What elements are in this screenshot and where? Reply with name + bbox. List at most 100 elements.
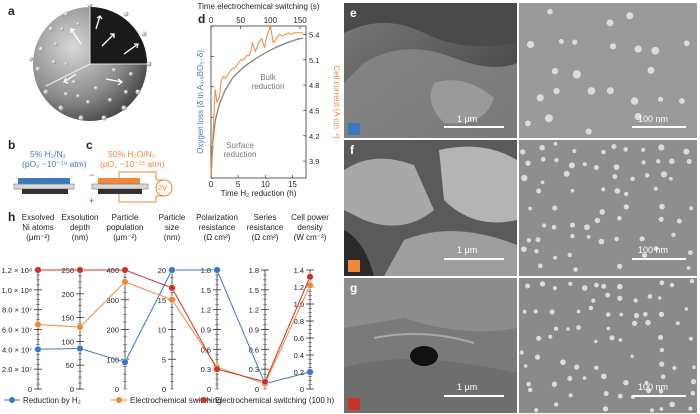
axis-title: (μm⁻²) xyxy=(26,233,50,242)
nanoparticle xyxy=(603,391,609,397)
nanoparticle xyxy=(630,97,639,105)
legend-marker xyxy=(9,397,15,403)
panel-label-d: d xyxy=(198,12,206,26)
scale-bar-f-left xyxy=(444,258,504,260)
nanoparticle xyxy=(593,165,599,170)
nanoparticle xyxy=(568,162,575,169)
y2-tick-label: 4.8 xyxy=(309,81,319,90)
nanoparticle xyxy=(644,380,649,385)
nanoparticle xyxy=(525,160,531,166)
nanoparticle xyxy=(594,365,599,370)
panel-c-po2-label: (pO₂ ~10⁻¹⁵ atm) xyxy=(100,159,165,169)
nanoparticle xyxy=(594,217,601,224)
nanoparticle xyxy=(647,66,655,74)
nanoparticle xyxy=(675,321,680,326)
nanoparticle xyxy=(601,283,607,289)
nanoparticle xyxy=(617,283,623,290)
nanoparticle xyxy=(644,173,650,178)
tick-label: 1.2 xyxy=(294,283,304,292)
nanoparticle xyxy=(689,278,695,284)
sphere-illustration xyxy=(28,4,152,121)
panel-label-h: h xyxy=(8,210,16,224)
tick-label: 0.2 xyxy=(294,368,304,377)
nanoparticle xyxy=(567,376,573,381)
tick-label-zero: 0 xyxy=(207,385,211,394)
nanoparticle xyxy=(535,237,541,243)
axis-title: Particle xyxy=(159,213,186,222)
tick-label: 6.0 × 10⁷ xyxy=(2,326,32,335)
tick-label: 150 xyxy=(61,314,74,323)
tick-label: 200 xyxy=(106,326,119,335)
tick-label: 0 xyxy=(28,385,32,394)
panel-label-e: e xyxy=(350,6,357,20)
nanoparticle xyxy=(525,120,531,127)
nanoparticle xyxy=(553,87,560,95)
sem-image-f-high-mag xyxy=(519,140,697,276)
scale-bar-g-left xyxy=(444,395,504,397)
nanoparticle xyxy=(614,236,619,242)
nanoparticle xyxy=(552,286,557,291)
panel-c-gas-label: 50% H₂O/N₂ xyxy=(108,149,156,159)
annotation-bulk: Bulk xyxy=(260,73,277,82)
nanoparticle xyxy=(558,39,564,44)
tick-label: 100 xyxy=(106,355,119,364)
nanoparticle xyxy=(645,319,651,326)
x2-tick-label: 50 xyxy=(236,16,245,25)
scale-bar-f-right xyxy=(632,258,686,260)
series-point-blue xyxy=(213,266,221,274)
nanoparticle xyxy=(587,87,596,95)
nanoparticle xyxy=(641,147,646,152)
sem-image-e-low-mag xyxy=(344,3,517,138)
nanoparticle xyxy=(526,238,532,243)
nanoparticle xyxy=(626,12,634,20)
nanoparticle xyxy=(671,232,676,237)
tick-label: 1.8 xyxy=(249,266,259,275)
scale-label-f-right: 100 nm xyxy=(638,245,669,255)
nanoparticle xyxy=(617,215,622,221)
left-axis-label: Oxygen loss (δ in A₀.₉BO₃₋δ) xyxy=(196,50,205,154)
nanoparticle xyxy=(606,87,614,95)
nanoparticle xyxy=(672,366,677,370)
nanoparticle xyxy=(594,282,599,288)
nanoparticle xyxy=(676,218,682,224)
tick-label: 1.0 × 10⁸ xyxy=(2,286,32,295)
nanoparticle xyxy=(656,159,661,164)
series-point-red xyxy=(76,266,84,274)
nanoparticle xyxy=(536,94,544,102)
axis-title: Cell power xyxy=(291,213,329,222)
tick-label: 200 xyxy=(61,290,74,299)
annotation-bulk-2: reduction xyxy=(252,82,285,91)
nanoparticle xyxy=(658,311,665,317)
scale-bar-g-right xyxy=(632,395,686,397)
nanoparticle xyxy=(619,312,624,317)
nanoparticle xyxy=(669,176,673,181)
nanoparticle xyxy=(537,263,543,269)
tick-label: 1.5 xyxy=(201,286,211,295)
series-point-blue xyxy=(121,358,129,366)
nanoparticle xyxy=(551,381,558,387)
series-point-orange xyxy=(168,296,176,304)
nanoparticle xyxy=(566,327,570,331)
axis-title: (nm) xyxy=(164,233,181,242)
nanoparticle xyxy=(526,381,532,387)
panel-b-po2-label: (pO₂ ~10⁻¹⁹ atm) xyxy=(22,159,87,169)
top-axis-label: Time electrochemical switching (s) xyxy=(198,2,320,11)
nanoparticle xyxy=(554,157,559,163)
color-swatch-blue xyxy=(348,123,360,135)
nanoparticle xyxy=(617,393,623,399)
axis-title: density xyxy=(297,223,322,232)
axis-title: resistance xyxy=(199,223,236,232)
nanoparticle xyxy=(554,402,559,407)
series-point-orange xyxy=(76,323,84,331)
color-swatch-orange xyxy=(348,260,360,272)
nanoparticle xyxy=(547,8,553,15)
nanoparticle xyxy=(570,233,575,239)
tick-label: 0.6 xyxy=(249,345,259,354)
tick-label: 2.0 × 10⁷ xyxy=(2,365,32,374)
x-tick-label: 10 xyxy=(261,180,270,189)
plot-frame xyxy=(210,25,307,179)
axis-title: (nm) xyxy=(72,233,89,242)
axis-title: (Ω cm²) xyxy=(252,233,279,242)
y2-tick-label: 5.1 xyxy=(309,56,319,65)
